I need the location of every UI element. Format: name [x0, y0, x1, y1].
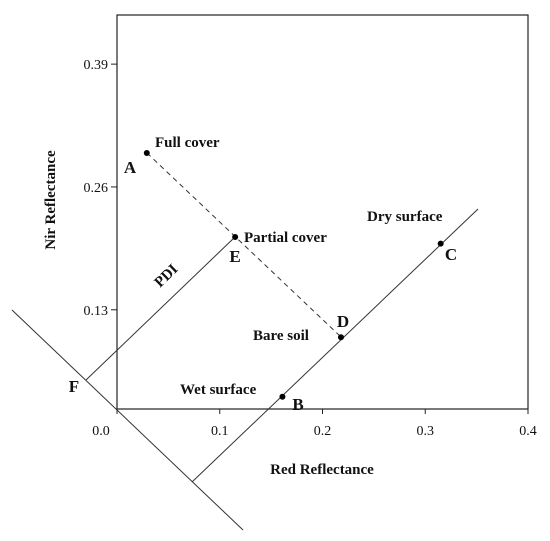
y-tick-label: 0.13	[84, 304, 109, 319]
annotation: Full cover	[155, 135, 220, 151]
point-label: C	[445, 245, 457, 264]
point	[279, 393, 286, 400]
annotation: Bare soil	[253, 328, 309, 344]
point	[232, 234, 239, 241]
x-tick-label: 0.1	[211, 424, 229, 439]
annotation: Partial cover	[244, 230, 327, 246]
x-tick-label: 0.0	[92, 424, 110, 439]
y-tick-label: 0.26	[84, 181, 109, 196]
x-tick-label: 0.4	[519, 424, 537, 439]
point-label: A	[124, 158, 137, 177]
annotation: Wet surface	[180, 382, 257, 398]
annotation: Dry surface	[367, 209, 443, 225]
point-label: D	[337, 312, 349, 331]
point	[337, 334, 344, 341]
annotation: PDI	[152, 261, 182, 291]
y-axis-label: Nir Reflectance	[43, 150, 59, 250]
x-tick-label: 0.3	[417, 424, 435, 439]
x-axis-label: Red Reflectance	[270, 462, 374, 478]
point	[143, 149, 150, 156]
point	[437, 240, 444, 247]
x-tick-label: 0.2	[314, 424, 332, 439]
soil-line	[191, 208, 479, 483]
point-label: E	[229, 247, 240, 266]
plot-frame	[116, 14, 529, 410]
y-tick-label: 0.39	[84, 58, 109, 73]
annotation: F	[69, 377, 79, 396]
point-label: B	[292, 395, 303, 414]
pdi-line	[85, 236, 236, 381]
perpendicular-line	[11, 309, 244, 531]
